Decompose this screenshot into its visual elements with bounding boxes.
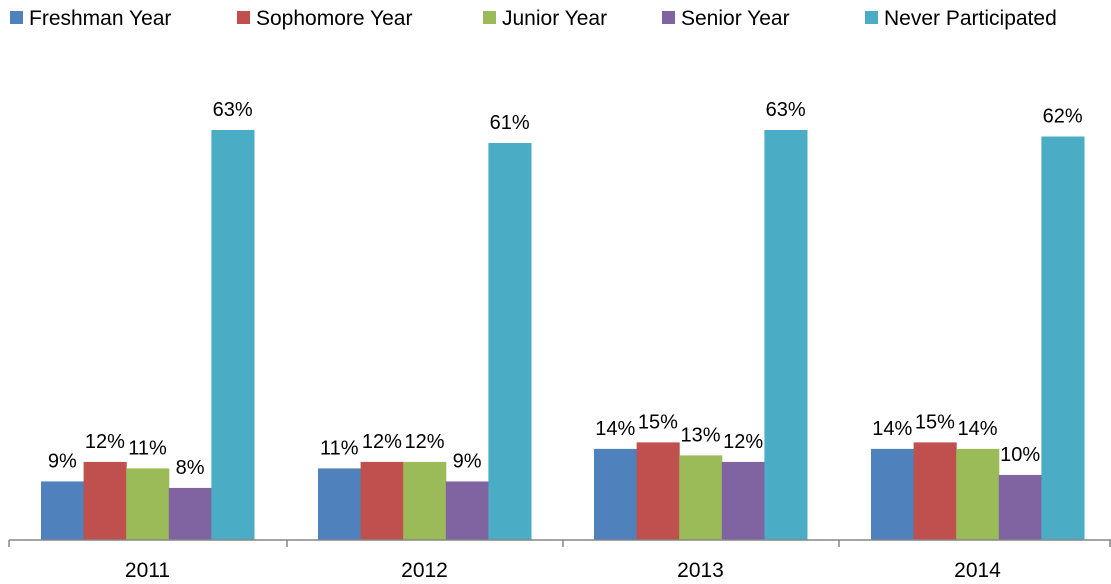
bar-2014-series-1 bbox=[871, 448, 915, 540]
legend-label-4: Senior Year bbox=[681, 7, 790, 30]
data-label-2014-series-5: 62% bbox=[1043, 106, 1083, 128]
data-label-2012-series-2: 12% bbox=[362, 431, 402, 453]
data-label-2012-series-5: 61% bbox=[490, 112, 530, 134]
bar-2011-series-1 bbox=[41, 481, 85, 540]
data-label-2014-series-3: 14% bbox=[957, 418, 997, 440]
data-label-2011-series-3: 11% bbox=[128, 437, 167, 459]
data-label-2013-series-2: 15% bbox=[638, 411, 678, 433]
x-axis-ticks: 2011 2012 2013 2014 bbox=[8, 540, 1111, 582]
bar-2012-series-1 bbox=[318, 468, 362, 540]
x-tick-label-2014: 2014 bbox=[954, 559, 1001, 582]
data-label-2011-series-5: 63% bbox=[213, 99, 253, 121]
data-label-2011-series-2: 12% bbox=[85, 431, 125, 453]
legend-swatch-3 bbox=[483, 11, 496, 24]
data-label-2013-series-4: 12% bbox=[723, 431, 763, 453]
bar-2011-series-3 bbox=[126, 468, 170, 540]
bar-2011-series-4 bbox=[168, 487, 212, 540]
data-label-2013-series-5: 63% bbox=[766, 99, 806, 121]
bar-2014-series-2 bbox=[913, 442, 957, 540]
legend-label-2: Sophomore Year bbox=[256, 7, 412, 30]
bar-2014-series-4 bbox=[998, 474, 1042, 540]
data-label-2014-series-1: 14% bbox=[872, 418, 912, 440]
bar-group bbox=[41, 130, 1085, 540]
legend-label-1: Freshman Year bbox=[29, 7, 171, 30]
bar-2014-series-3 bbox=[956, 448, 1000, 540]
bar-2011-series-2 bbox=[83, 461, 127, 540]
data-label-2011-series-1: 9% bbox=[48, 450, 77, 472]
legend-swatch-5 bbox=[865, 11, 878, 24]
data-label-2013-series-3: 13% bbox=[680, 424, 720, 446]
bar-2013-series-2 bbox=[636, 442, 680, 540]
bar-2011-series-5 bbox=[211, 130, 255, 540]
legend-swatch-2 bbox=[237, 11, 250, 24]
bar-2013-series-4 bbox=[721, 461, 765, 540]
bar-2013-series-3 bbox=[679, 455, 723, 540]
legend-swatch-4 bbox=[662, 11, 675, 24]
bar-2012-series-2 bbox=[360, 461, 404, 540]
legend-swatch-1 bbox=[10, 11, 23, 24]
data-label-2014-series-2: 15% bbox=[915, 411, 955, 433]
bar-2012-series-4 bbox=[445, 481, 489, 540]
data-label-2011-series-4: 8% bbox=[176, 457, 205, 479]
data-label-2012-series-4: 9% bbox=[453, 450, 482, 472]
x-tick-label-2013: 2013 bbox=[677, 559, 724, 582]
x-tick-label-2012: 2012 bbox=[401, 559, 448, 582]
chart-legend: Freshman Year Sophomore Year Junior Year Se… bbox=[10, 7, 1057, 30]
data-label-2012-series-3: 12% bbox=[404, 431, 444, 453]
data-label-group: 9%12% 11%8%63%11% 12% 12%9%61%14% 15%13% 12%6… bbox=[48, 99, 1083, 479]
data-label-2013-series-1: 14% bbox=[595, 418, 635, 440]
legend-label-5: Never Participated bbox=[884, 7, 1057, 30]
bar-2013-series-5 bbox=[764, 130, 808, 540]
bar-2014-series-5 bbox=[1041, 136, 1085, 540]
bar-2012-series-5 bbox=[488, 143, 532, 540]
bar-2013-series-1 bbox=[594, 448, 638, 540]
x-tick-label-2011: 2011 bbox=[125, 559, 170, 582]
data-label-2012-series-1: 11% bbox=[320, 437, 359, 459]
bar-2012-series-3 bbox=[403, 461, 447, 540]
legend-label-3: Junior Year bbox=[502, 7, 607, 30]
data-label-2014-series-4: 10% bbox=[1000, 444, 1040, 466]
